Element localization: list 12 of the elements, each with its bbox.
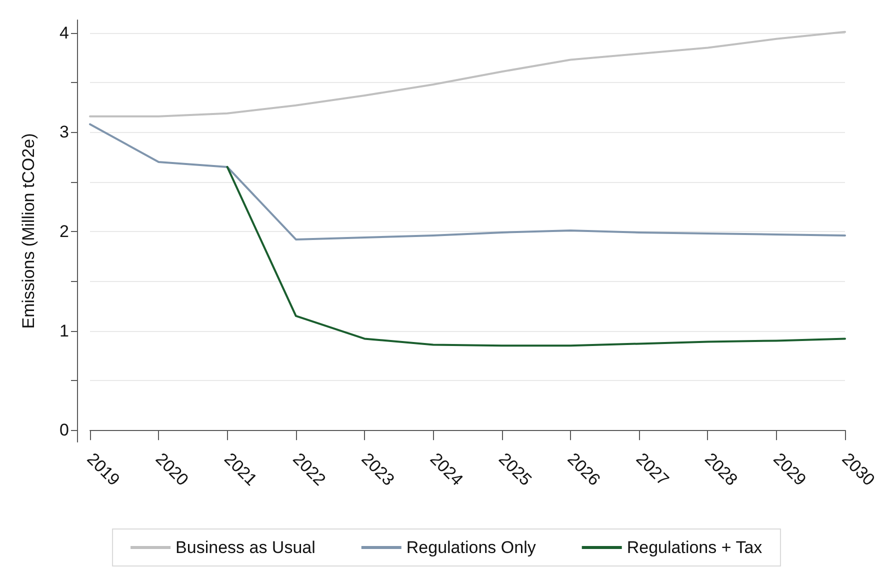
y-tick-label: 1 [60,321,69,340]
y-tick-label: 2 [60,222,69,241]
y-tick-label: 0 [60,420,69,440]
legend-label: Business as Usual [176,538,316,557]
line-series [89,30,846,118]
legend-label: Regulations Only [406,538,536,557]
line-series [89,123,846,240]
y-tick-label: 4 [60,23,69,42]
line-series [226,166,846,347]
y-tick-label: 3 [60,122,69,142]
y-axis-title: Emissions (Million tCO2e) [19,133,38,329]
legend-label: Regulations + Tax [626,538,763,557]
